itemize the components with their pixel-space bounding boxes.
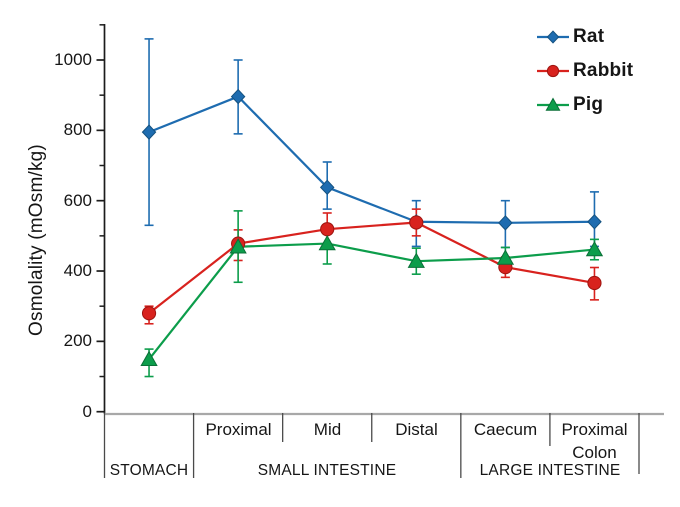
x-cell-label-caecum: Caecum	[473, 420, 538, 439]
data-point-rabbit-proximal-colon	[587, 275, 602, 291]
legend-marker-rat-icon	[546, 30, 560, 44]
x-region-label-small-intestine: SMALL INTESTINE	[257, 462, 397, 479]
series-line-pig	[148, 242, 595, 360]
data-point-pig-stomach	[140, 350, 158, 366]
legend-marker-rabbit-icon	[546, 64, 560, 78]
x-cell-label-proximal-colon: Proximal Colon	[561, 420, 628, 462]
data-point-rat-caecum	[498, 215, 513, 231]
data-point-pig-caecum	[496, 249, 515, 265]
legend-label-rat: Rat	[573, 26, 605, 47]
data-point-pig-proximal	[229, 238, 247, 254]
legend-label-pig: Pig	[573, 94, 604, 115]
data-point-rabbit-stomach	[141, 306, 157, 321]
x-region-label-large-intestine: LARGE INTESTINE	[479, 462, 621, 479]
data-point-rat-proximal	[230, 88, 246, 105]
y-tick-label-0: 0	[82, 402, 92, 421]
y-tick-label-400: 400	[63, 261, 92, 280]
y-tick-label-600: 600	[63, 191, 92, 210]
series-line-rat	[148, 95, 595, 224]
legend-label-rabbit: Rabbit	[573, 60, 634, 81]
data-point-rabbit-distal	[409, 215, 424, 230]
data-point-rat-stomach	[141, 124, 157, 140]
y-tick-label-800: 800	[63, 120, 92, 139]
data-point-pig-distal	[407, 252, 425, 268]
y-axis-title: Osmolality (mOsm/kg)	[26, 144, 47, 336]
y-tick-label-200: 200	[63, 331, 92, 350]
data-point-rat-proximal-colon	[587, 214, 602, 230]
x-cell-label-distal: Distal	[395, 420, 438, 439]
x-cell-label-proximal: Proximal	[205, 420, 272, 439]
data-point-rabbit-mid	[320, 222, 335, 237]
x-cell-label-mid: Mid	[313, 420, 342, 439]
data-point-pig-proximal-colon	[585, 240, 604, 257]
data-point-pig-mid	[318, 234, 336, 251]
data-point-rat-mid	[319, 179, 335, 196]
y-tick-label-1000: 1000	[54, 50, 92, 69]
x-region-label-stomach: STOMACH	[109, 462, 189, 479]
legend-marker-pig-icon	[545, 97, 561, 111]
series-line-rabbit	[148, 221, 595, 315]
